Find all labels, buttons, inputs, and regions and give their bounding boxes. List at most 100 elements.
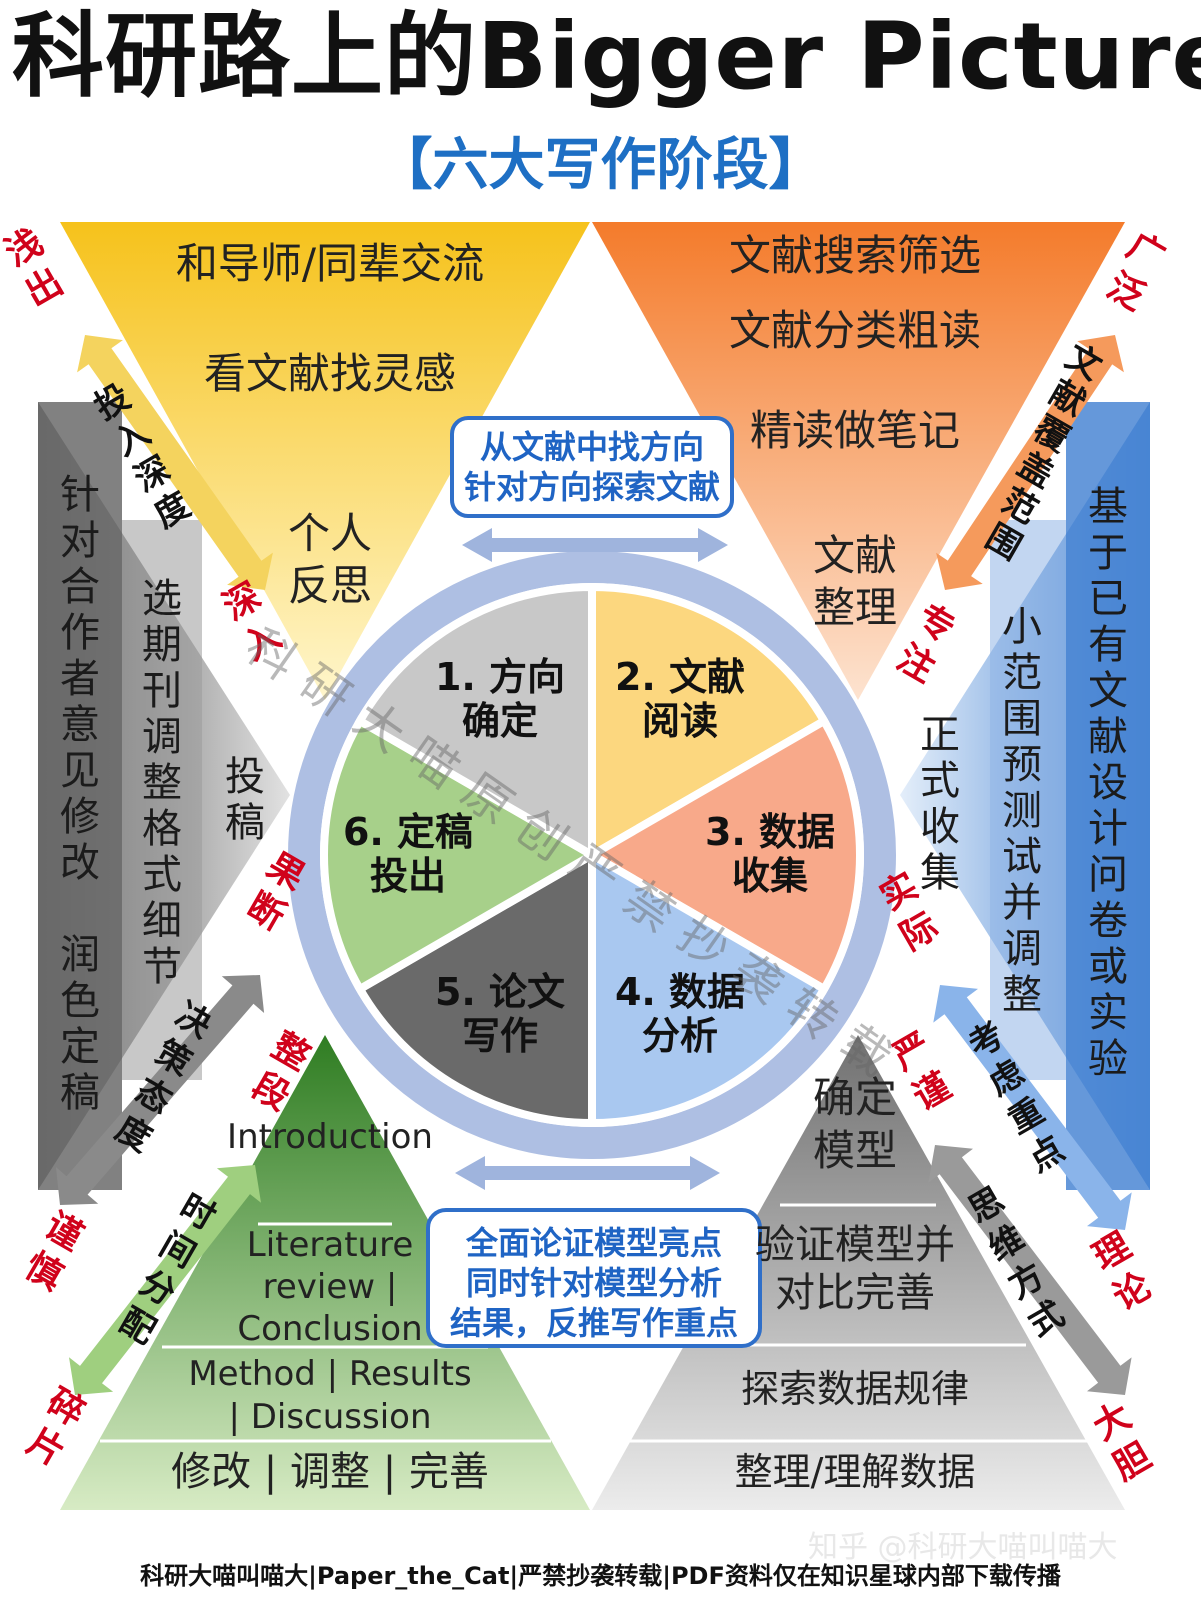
left-col-1: 作: [60, 610, 100, 656]
bottom-double-arrow: [455, 1156, 720, 1190]
right-col-3: 卷: [1088, 898, 1128, 944]
stage-5-subtitle: 写作: [462, 1014, 538, 1058]
right-col-2: 预: [1002, 742, 1042, 788]
left-col-3: 调: [142, 714, 182, 760]
stage-sector-3: [588, 848, 830, 1128]
right-col-3: 献: [1088, 714, 1128, 760]
left-col-4: 稿: [225, 800, 265, 846]
left-col-4: 投: [225, 754, 265, 800]
top-right-triangle: [592, 222, 1125, 700]
top-callout: [450, 416, 734, 518]
right-col-2: 并: [1002, 880, 1042, 926]
right-col-3: 文: [1088, 668, 1128, 714]
tr-level-5: 整理: [813, 583, 897, 632]
br-level-6: 整理/理解数据: [735, 1450, 976, 1494]
right-col-3: 实: [1088, 990, 1128, 1036]
callout-top-line-1: 从文献中找方向: [480, 428, 704, 466]
br-level-5: 探索数据规律: [741, 1367, 969, 1411]
left-col-1: 合: [60, 564, 100, 610]
bl-level-4: Conclusion: [237, 1309, 422, 1349]
bl-level-5: Method | Results: [188, 1354, 471, 1394]
diagonal-arrows: [55, 335, 1132, 1395]
callout-bottom-line-2: 同时针对模型分析: [466, 1264, 722, 1302]
left-col-3: 式: [142, 852, 182, 898]
top-left-triangle: [60, 222, 590, 700]
left-col-3: 格: [142, 806, 182, 852]
tl-level-3: 个人: [288, 509, 372, 558]
left-col-2: 色: [60, 978, 100, 1024]
left-col-1: 针: [60, 472, 100, 518]
left-col-3: 细: [142, 898, 182, 944]
stage-5-title: 5. 论文: [435, 970, 565, 1014]
tr-level-1: 文献搜索筛选: [729, 231, 981, 280]
right-col-3: 问: [1088, 852, 1128, 898]
right-col-3: 已: [1088, 576, 1128, 622]
footer-credit: 科研大喵叫喵大|Paper_the_Cat|严禁抄袭转载|PDF资料仅在知识星球…: [140, 1562, 1061, 1590]
left-col-2: 润: [60, 932, 100, 978]
right-col-2: 调: [1002, 926, 1042, 972]
br-level-3: 验证模型并: [755, 1222, 955, 1268]
tl-level-1: 和导师/同辈交流: [176, 239, 484, 288]
stage-6-subtitle: 投出: [370, 854, 446, 898]
right-col-3: 于: [1088, 530, 1128, 576]
tr-level-3: 精读做笔记: [750, 406, 960, 455]
left-col-1: 见: [60, 748, 100, 794]
bl-level-2: Literature: [247, 1225, 413, 1265]
right-panel: [900, 402, 1150, 1190]
stage-2-subtitle: 阅读: [642, 699, 718, 743]
left-col-3: 选: [142, 576, 182, 622]
left-col-3: 期: [142, 622, 182, 668]
stage-sector-6: [354, 582, 596, 862]
stage-sector-2: [583, 715, 864, 995]
right-col-3: 基: [1088, 484, 1128, 530]
bottom-left-pyramid: [60, 1035, 590, 1510]
stage-sector-1: [588, 582, 830, 862]
arrow-time: [69, 1165, 261, 1395]
left-col-1: 对: [60, 518, 100, 564]
bl-level-7: 修改 | 调整 | 完善: [171, 1449, 489, 1495]
stage-pie: [320, 582, 864, 1128]
left-panel: [38, 402, 290, 1190]
right-col-1: 正: [920, 712, 960, 758]
tl-level-4: 反思: [288, 561, 372, 610]
stage-1-title: 1. 方向: [435, 655, 565, 699]
right-col-2: 小: [1002, 604, 1042, 650]
right-col-2: 围: [1002, 696, 1042, 742]
left-col-3: 整: [142, 760, 182, 806]
tr-level-2: 文献分类粗读: [729, 306, 981, 355]
top-double-arrow: [462, 528, 728, 562]
right-col-3: 验: [1088, 1036, 1128, 1082]
right-col-2: 整: [1002, 972, 1042, 1018]
right-col-3: 设: [1088, 760, 1128, 806]
tr-level-4: 文献: [813, 531, 897, 580]
left-col-2: 稿: [60, 1070, 100, 1116]
corner-watermark: 知乎 @科研大喵叫喵大: [808, 1530, 1118, 1565]
br-level-1: 确定: [813, 1073, 897, 1122]
bl-level-6: | Discussion: [228, 1397, 431, 1437]
arrow-depth: [77, 335, 273, 590]
left-col-1: 意: [60, 702, 100, 748]
stage-4-title: 4. 数据: [615, 970, 745, 1014]
right-col-2: 测: [1002, 788, 1042, 834]
left-col-1: 改: [60, 840, 100, 886]
bl-level-3: review |: [263, 1267, 398, 1307]
page-title: 科研路上的Bigger Picture: [12, 3, 1201, 110]
arrow-focus: [933, 985, 1132, 1230]
stage-2-title: 2. 文献: [615, 655, 745, 699]
arrow-decision: [55, 975, 265, 1205]
callout-bottom-line-1: 全面论证模型亮点: [465, 1224, 722, 1262]
arrow-thinking: [928, 1145, 1132, 1395]
bl-level-1: Introduction: [227, 1117, 433, 1157]
callout-top-line-2: 针对方向探索文献: [464, 468, 720, 506]
stage-3-title: 3. 数据: [705, 810, 835, 854]
left-col-2: 定: [60, 1024, 100, 1070]
left-col-1: 修: [60, 794, 100, 840]
stage-sector-4: [354, 848, 596, 1128]
left-col-3: 刊: [142, 668, 182, 714]
right-col-1: 式: [920, 758, 960, 804]
callout-bottom-line-3: 结果，反推写作重点: [450, 1304, 738, 1342]
right-col-2: 范: [1002, 650, 1042, 696]
left-col-3: 节: [142, 944, 182, 990]
right-col-1: 集: [920, 850, 960, 896]
